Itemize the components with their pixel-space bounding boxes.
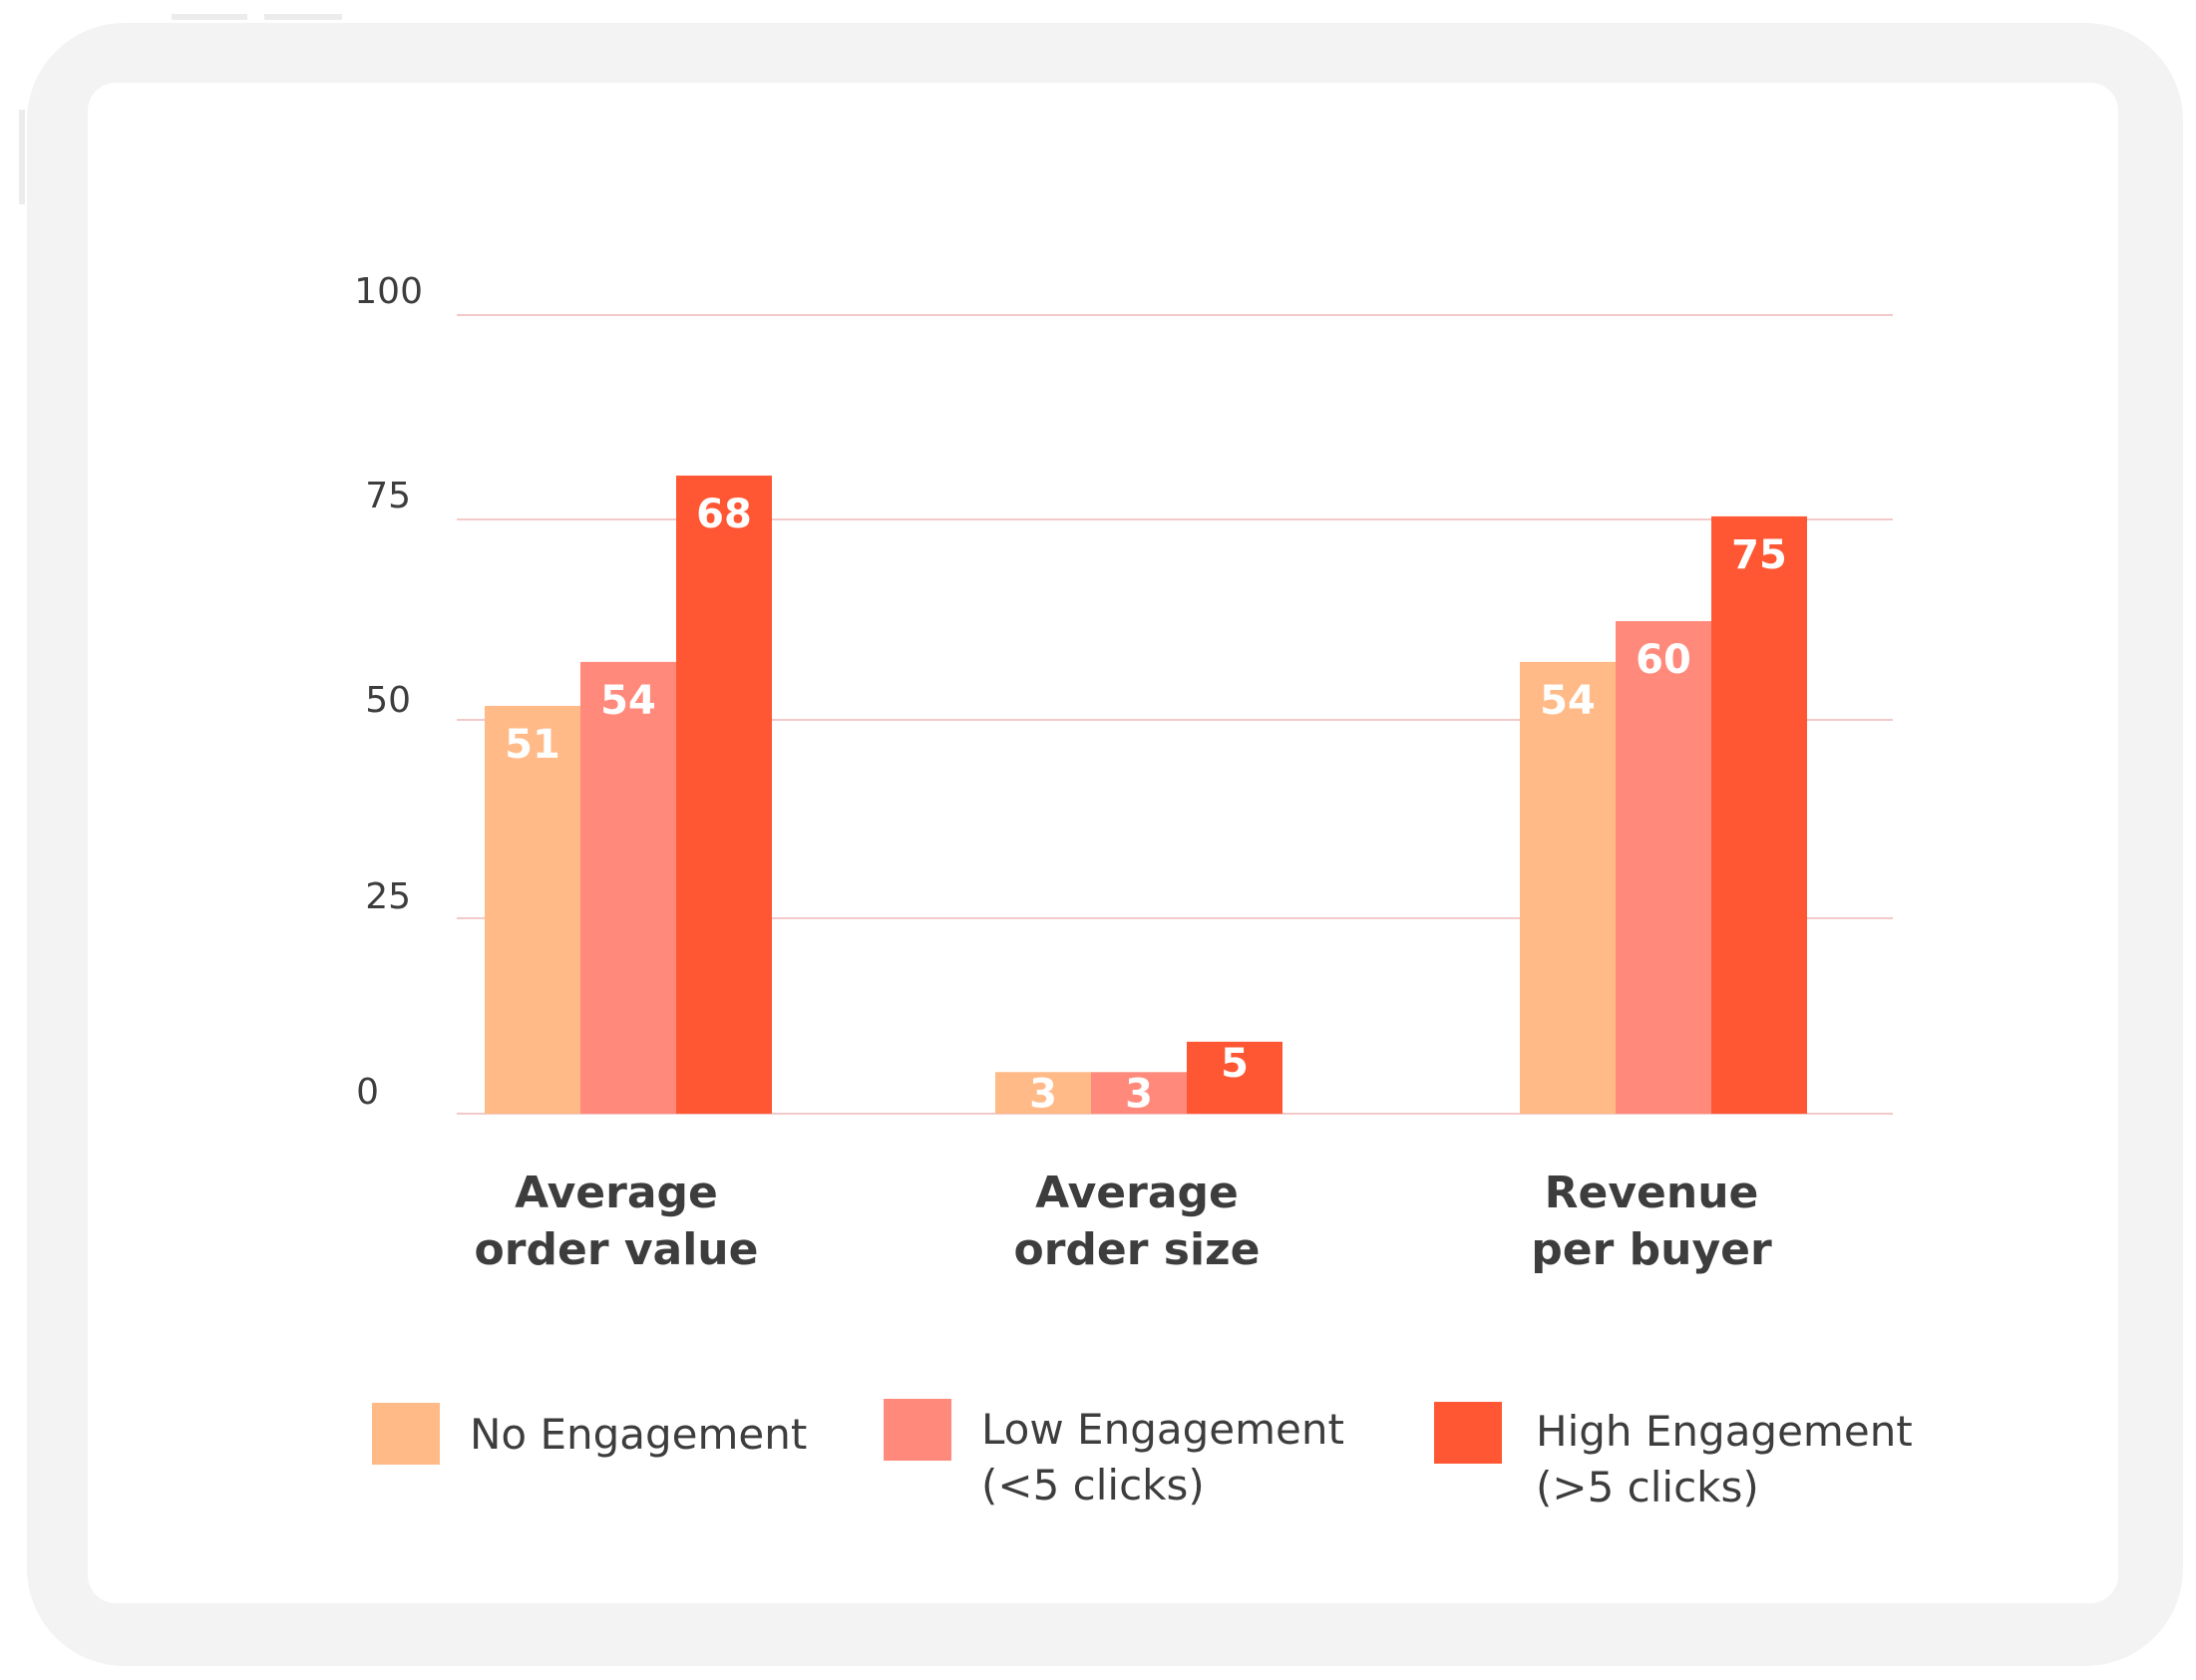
- y-tick-label: 25: [365, 876, 411, 917]
- value-label: 51: [505, 722, 560, 768]
- side-tab: [19, 110, 25, 204]
- legend-label: Low Engagement (<5 clicks): [981, 1405, 1344, 1510]
- value-label: 3: [1125, 1071, 1153, 1117]
- value-label: 3: [1029, 1071, 1057, 1117]
- value-label: 75: [1731, 532, 1787, 578]
- bar-series3-cat2: [1187, 1041, 1282, 1114]
- top-tab-left: [172, 14, 247, 20]
- legend-swatch: [1434, 1402, 1502, 1464]
- bar-series2-cat3: [1616, 620, 1711, 1114]
- legend-swatch: [884, 1399, 951, 1461]
- y-axis-tick-labels: 100 75 50 25 0: [354, 271, 423, 1113]
- bar-series1-cat1: [485, 705, 580, 1114]
- bar-series1-cat3: [1520, 661, 1616, 1114]
- legend: No Engagement Low Engagement (<5 clicks) Hi…: [372, 1399, 1913, 1512]
- bar-series2-cat1: [580, 661, 676, 1114]
- bar-series3-cat3: [1711, 515, 1807, 1114]
- category-label: Average order value: [475, 1168, 759, 1275]
- value-label: 54: [600, 678, 656, 724]
- bar-series3-cat1: [676, 476, 772, 1114]
- value-label: 5: [1221, 1041, 1249, 1087]
- bar-series2-cat2: [1091, 1072, 1187, 1114]
- y-tick-label: 0: [356, 1072, 379, 1113]
- y-tick-label: 100: [354, 271, 423, 312]
- legend-label: No Engagement: [470, 1410, 807, 1459]
- legend-label: High Engagement (>5 clicks): [1536, 1407, 1913, 1512]
- category-label: Average order size: [1013, 1168, 1260, 1275]
- legend-swatch: [372, 1403, 440, 1465]
- top-tab-right: [264, 14, 342, 20]
- category-labels: Average order value Average order size Reven…: [475, 1168, 1772, 1275]
- bar-series1-cat2: [995, 1072, 1091, 1114]
- bars: [485, 476, 1807, 1114]
- y-tick-label: 50: [365, 680, 411, 721]
- value-labels: 51 3 54 54 3 60 68 5 75: [505, 492, 1787, 1117]
- category-label: Revenue per buyer: [1531, 1168, 1772, 1275]
- value-label: 68: [696, 492, 752, 537]
- value-label: 54: [1540, 678, 1596, 724]
- value-label: 60: [1636, 637, 1691, 683]
- y-tick-label: 75: [365, 476, 411, 516]
